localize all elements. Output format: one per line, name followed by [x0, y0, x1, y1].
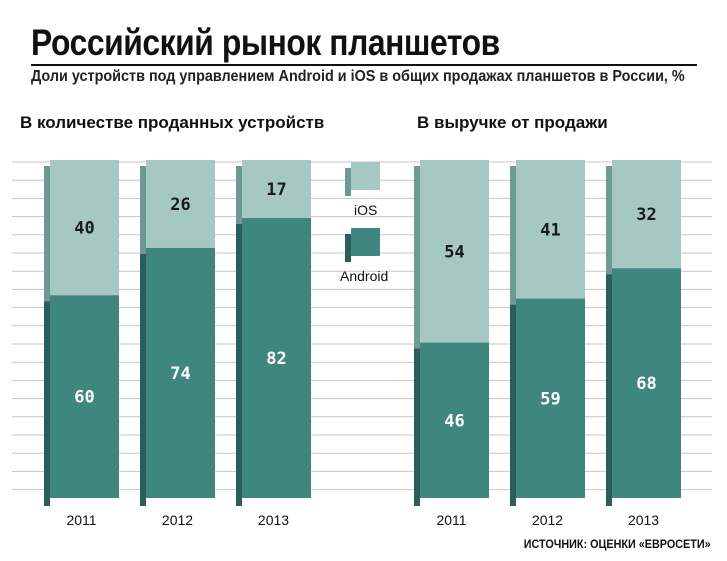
- panel-revenue: В выручке от продажи 54 46 2011 41 59 2012 32 6…: [414, 113, 681, 528]
- bar-ios-side: [236, 166, 242, 225]
- bar-ios-side: [606, 166, 612, 275]
- value-label-android: 82: [266, 349, 286, 369]
- value-label-ios: 26: [170, 195, 190, 215]
- bar-ios-side: [140, 166, 146, 254]
- title-rule: [31, 64, 697, 66]
- bar-ios: [516, 160, 585, 299]
- value-label-ios: 17: [266, 180, 286, 200]
- year-label: 2013: [628, 512, 659, 528]
- bar-android: [146, 247, 215, 498]
- legend-label-android: Android: [340, 268, 388, 284]
- value-label-ios: 54: [444, 242, 464, 262]
- bar-ios: [420, 160, 489, 343]
- value-label-ios: 40: [74, 219, 94, 239]
- year-label: 2011: [436, 512, 466, 528]
- legend-swatch-ios: [345, 162, 380, 196]
- year-label: 2012: [532, 512, 563, 528]
- legend-label-ios: iOS: [354, 202, 377, 218]
- bar-ios: [146, 160, 215, 248]
- year-label: 2011: [66, 512, 96, 528]
- bar-ios-side: [510, 166, 516, 305]
- value-label-android: 60: [74, 388, 94, 408]
- bar-android: [612, 268, 681, 498]
- gridlines: [12, 161, 712, 491]
- value-label-ios: 41: [540, 220, 560, 240]
- bar-ios: [612, 160, 681, 269]
- value-label-android: 68: [636, 374, 656, 394]
- value-label-ios: 32: [636, 205, 656, 225]
- bar-android-side: [44, 301, 50, 506]
- bar-android: [50, 295, 119, 498]
- legend: iOS Android: [340, 162, 388, 284]
- bar-ios-side: [44, 166, 50, 302]
- bar-android-side: [510, 304, 516, 506]
- bar-android: [242, 218, 311, 498]
- bar-android: [516, 298, 585, 498]
- legend-swatch-android: [345, 228, 380, 262]
- chart-subtitle: Доли устройств под управлением Android и…: [31, 68, 685, 85]
- panel-title-units: В количестве проданных устройств: [20, 113, 324, 132]
- panel-units-sold: В количестве проданных устройств 40 60 201…: [20, 113, 324, 528]
- year-label: 2012: [162, 512, 193, 528]
- bar-ios-side: [414, 166, 420, 349]
- bar-ios: [242, 160, 311, 219]
- panel-title-revenue: В выручке от продажи: [417, 113, 608, 132]
- bar-ios: [50, 160, 119, 296]
- chart-title: Российский рынок планшетов: [31, 22, 500, 63]
- bar-android-side: [606, 274, 612, 506]
- bar-android: [420, 342, 489, 498]
- year-label: 2013: [258, 512, 289, 528]
- value-label-android: 74: [170, 364, 190, 384]
- bar-android-side: [140, 253, 146, 506]
- bar-android-side: [414, 348, 420, 506]
- source-note: ИСТОЧНИК: ОЦЕНКИ «ЕВРОСЕТИ»: [524, 537, 711, 551]
- value-label-android: 46: [444, 411, 464, 431]
- value-label-android: 59: [540, 389, 560, 409]
- bar-android-side: [236, 224, 242, 506]
